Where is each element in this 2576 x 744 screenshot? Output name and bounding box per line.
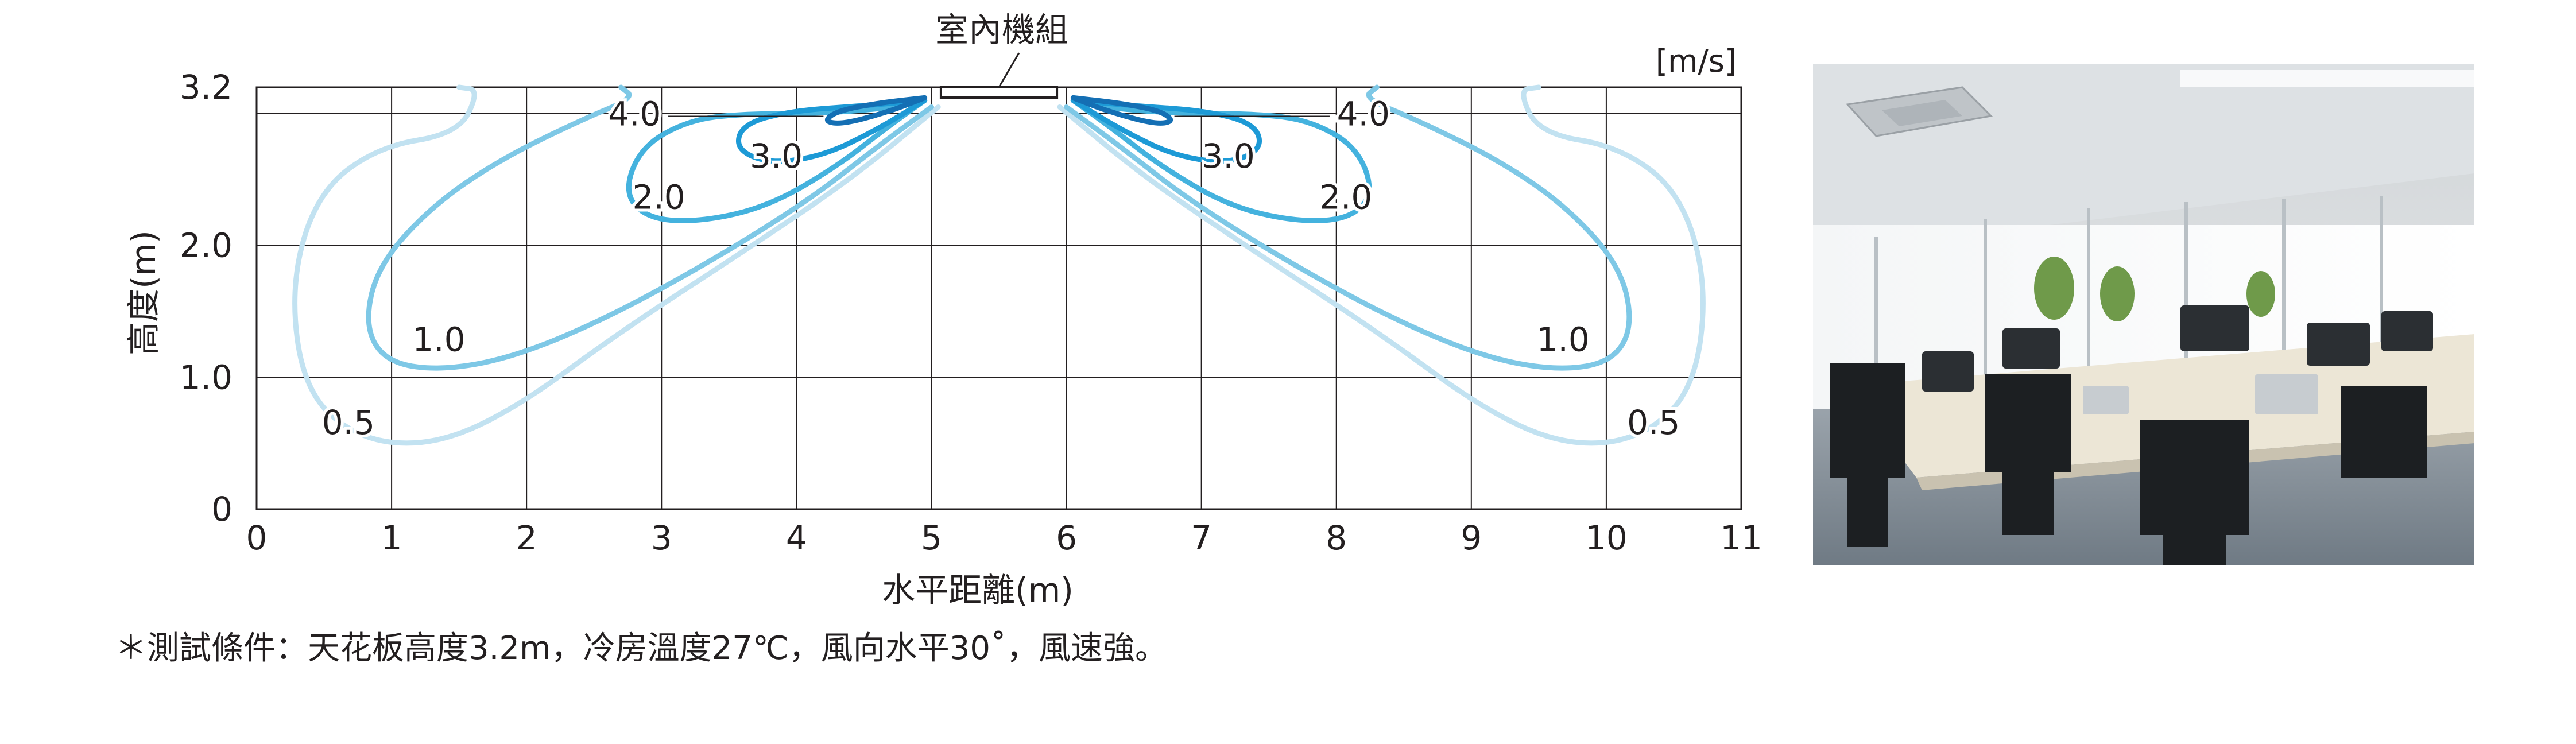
office-photo-icon [1813, 64, 2474, 565]
contour-label-2-0-left: 2.0 [632, 177, 685, 216]
plot-frame [255, 86, 1742, 510]
x-axis-label: 水平距離(m) [882, 571, 1074, 610]
contour-1-0-left [366, 84, 934, 371]
office-photo [1813, 64, 2474, 565]
unit-label: [m/s] [1656, 43, 1737, 79]
x-tick-label: 8 [1326, 518, 1347, 557]
contour-label-3-0-left: 3.0 [750, 137, 803, 176]
contour-3-0-left [736, 98, 928, 164]
contour-0-5-left [292, 84, 941, 446]
contour-label-3-0-right: 3.0 [1202, 137, 1255, 176]
x-tick-label: 5 [921, 518, 942, 557]
contour-label-4-0-left: 4.0 [608, 95, 661, 134]
grid [255, 86, 1742, 510]
y-axis-label: 高度(m) [124, 230, 163, 355]
airflow-chart: 0.5 0.5 1.0 1.0 2.0 2.0 3.0 3.0 4.0 4.0 0 1 2 3 4 5 6 7 8… [124, 10, 1762, 610]
contour-label-0-5-right: 0.5 [1627, 403, 1680, 442]
contour-label-2-0-right: 2.0 [1319, 177, 1372, 216]
x-tick-label: 10 [1585, 518, 1628, 557]
indoor-unit [939, 52, 1059, 99]
indoor-unit-body [939, 86, 1059, 99]
contour-4-0-left [825, 95, 928, 126]
contour-series [292, 84, 1706, 446]
contour-label-4-0-right: 4.0 [1337, 95, 1390, 134]
contour-label-1-0-left: 1.0 [412, 320, 465, 359]
contour-1-0-right [1064, 84, 1632, 371]
contour-labels: 0.5 0.5 1.0 1.0 2.0 2.0 3.0 3.0 4.0 4.0 [319, 92, 1683, 445]
x-tick-label: 9 [1461, 518, 1482, 557]
y-tick-label: 2.0 [180, 226, 233, 265]
y-tick-label: 0 [211, 490, 233, 529]
y-tick-label: 3.2 [180, 68, 233, 107]
x-tick-label: 0 [246, 518, 268, 557]
x-tick-label: 3 [651, 518, 672, 557]
x-tick-label: 7 [1191, 518, 1212, 557]
x-tick-label: 2 [516, 518, 537, 557]
x-tick-label: 6 [1056, 518, 1077, 557]
x-tick-label: 4 [786, 518, 807, 557]
x-tick-label: 1 [381, 518, 402, 557]
contour-label-1-0-right: 1.0 [1537, 320, 1590, 359]
contour-label-0-5-left: 0.5 [322, 403, 375, 442]
test-conditions-note: ＊測試條件：天花板高度3.2m，冷房溫度27℃，風向水平30˚，風速強。 [115, 630, 1168, 667]
axis-ticks: 0 1 2 3 4 5 6 7 8 9 10 11 0 1.0 2.0 3.2 [180, 68, 1762, 557]
device-label: 室內機組 [935, 10, 1068, 49]
y-tick-label: 1.0 [180, 358, 233, 397]
device-leader-line [998, 52, 1020, 88]
x-tick-label: 11 [1720, 518, 1762, 557]
contour-0-5-right [1057, 84, 1706, 446]
contour-4-0-right [1070, 95, 1173, 126]
